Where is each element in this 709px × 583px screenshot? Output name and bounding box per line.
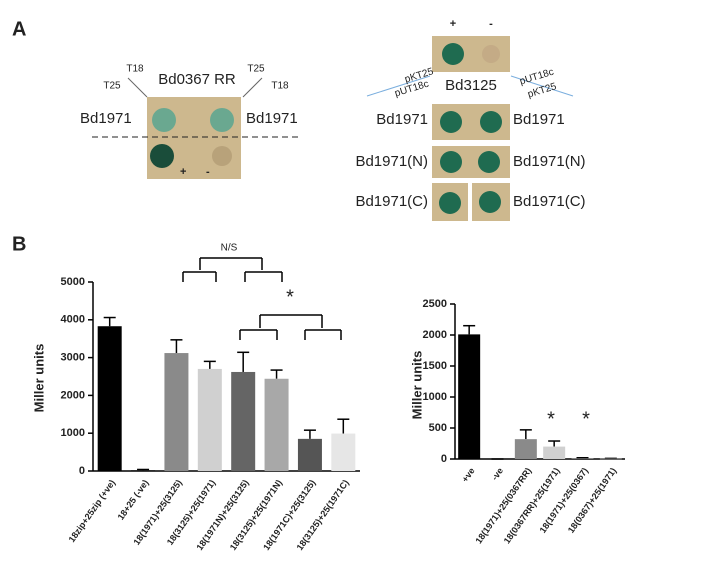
- vector-label: T25: [247, 64, 265, 75]
- x-tick-label: +ve: [460, 466, 477, 484]
- bar: [197, 368, 222, 471]
- annotation: *: [582, 408, 590, 430]
- row-label: Bd1971: [376, 111, 428, 128]
- minus-label: -: [206, 166, 210, 178]
- row-label: Bd1971: [246, 110, 298, 127]
- plus-label: +: [180, 166, 186, 178]
- bar: [231, 371, 256, 471]
- panel-label: A: [12, 18, 26, 40]
- y-tick-label: 1000: [61, 427, 85, 439]
- bar: [543, 446, 566, 459]
- vector-label: T18: [271, 81, 289, 92]
- x-tick-label: 18(0367RR)+25(1971): [502, 466, 562, 546]
- bar: [486, 459, 509, 460]
- bar: [97, 326, 122, 471]
- vector-label: T18: [126, 64, 144, 75]
- y-tick-label: 4000: [61, 314, 85, 326]
- row-label: Bd1971(C): [513, 193, 586, 210]
- y-tick-label: 0: [79, 465, 85, 477]
- x-tick-label: 18zip+25zip (+ve): [67, 478, 118, 544]
- plate-title: Bd3125: [445, 77, 497, 94]
- y-tick-label: 0: [441, 453, 447, 465]
- bar: [458, 334, 481, 459]
- y-tick-label: 1000: [423, 391, 447, 403]
- bar: [164, 353, 189, 471]
- y-tick-label: 500: [429, 422, 447, 434]
- plate-title: Bd0367 RR: [158, 71, 236, 88]
- plate-right: [366, 36, 574, 221]
- y-tick-label: 3000: [61, 352, 85, 364]
- annotation: *: [286, 286, 294, 308]
- bar: [331, 433, 356, 471]
- bar: [571, 458, 594, 459]
- y-tick-label: 5000: [61, 276, 85, 288]
- row-label: Bd1971(C): [355, 193, 428, 210]
- annotation: *: [547, 408, 555, 430]
- y-tick-label: 1500: [423, 360, 447, 372]
- row-label: Bd1971: [80, 110, 132, 127]
- bar: [264, 378, 289, 471]
- minus-label: -: [489, 18, 493, 30]
- annotation: N/S: [221, 243, 238, 254]
- bar: [599, 458, 622, 460]
- y-tick-label: 2500: [423, 298, 447, 310]
- vector-label: T25: [103, 81, 121, 92]
- panel-label: B: [12, 233, 26, 255]
- row-label: Bd1971: [513, 111, 565, 128]
- plate-left: [92, 77, 300, 179]
- row-label: Bd1971(N): [355, 153, 428, 170]
- bar: [131, 470, 156, 471]
- x-tick-label: -ve: [489, 466, 505, 482]
- x-tick-label: 18+25 (-ve): [116, 478, 151, 522]
- y-axis-label: Miller units: [409, 351, 424, 420]
- row-label: Bd1971(N): [513, 153, 586, 170]
- y-tick-label: 2000: [423, 329, 447, 341]
- y-tick-label: 2000: [61, 389, 85, 401]
- x-tick-label: 18(1971)+25(0367RR): [473, 466, 533, 546]
- plus-label: +: [450, 18, 456, 30]
- bar: [297, 438, 322, 471]
- bar: [514, 439, 537, 459]
- y-axis-label: Miller units: [31, 344, 46, 413]
